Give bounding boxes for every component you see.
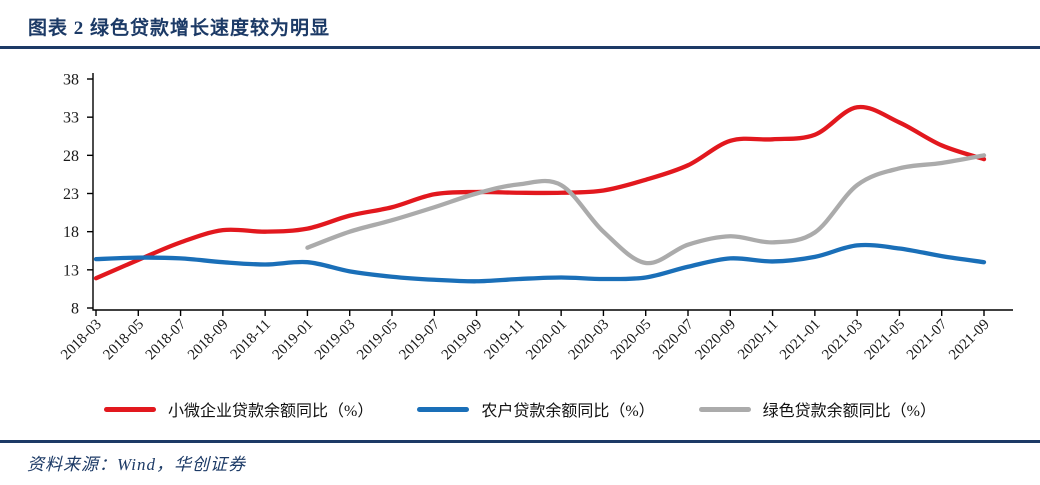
legend-label-micro-loans: 小微企业贷款余额同比（%）	[167, 403, 374, 420]
figure-title: 图表 2 绿色贷款增长速度较为明显	[28, 18, 331, 39]
y-axis-tick-label: 38	[63, 72, 79, 89]
axis-lines	[92, 73, 1013, 311]
y-axis-tick-label: 13	[63, 262, 79, 279]
y-axis-tick-label: 18	[63, 224, 79, 241]
legend-label-rural-loans: 农户贷款余额同比（%）	[481, 403, 655, 420]
micro-loans-line	[93, 104, 987, 281]
x-axis-tick-label: 2018-07	[143, 316, 190, 363]
x-axis-tick-label: 2019-09	[439, 317, 486, 364]
x-axis-tick-label: 2019-07	[396, 316, 443, 363]
x-axis-tick-label: 2020-11	[735, 317, 781, 363]
legend-item-rural-loans: 农户贷款余额同比（%）	[417, 397, 655, 421]
source-note: 资料来源：Wind，华创证券	[27, 455, 246, 474]
x-axis-tick-label: 2018-03	[58, 317, 105, 364]
x-axis-tick-label: 2019-01	[270, 317, 317, 364]
x-axis-tick-label: 2021-09	[946, 317, 993, 364]
legend-item-green-loans: 绿色贷款余额同比（%）	[698, 397, 937, 421]
chart-legend: 小微企业贷款余额同比（%） 农户贷款余额同比（%） 绿色贷款余额同比（%）	[0, 394, 1040, 424]
rural-loans-line	[93, 242, 987, 284]
legend-item-micro-loans: 小微企业贷款余额同比（%）	[103, 397, 374, 421]
x-axis-tick-label: 2018-05	[100, 317, 147, 364]
legend-swatch-green-loans	[698, 406, 751, 412]
x-axis-tick-label: 2020-07	[650, 316, 697, 363]
x-axis-tick-label: 2018-09	[185, 317, 232, 364]
footer-rule	[0, 440, 1040, 443]
title-underline	[0, 46, 1040, 49]
x-axis-tick-label: 2019-05	[354, 317, 401, 364]
green-loans-line	[305, 153, 987, 266]
y-axis-tick-label: 23	[63, 186, 79, 203]
x-axis-tick-label: 2018-11	[228, 317, 274, 363]
legend-swatch-rural-loans	[417, 406, 470, 412]
x-axis-tick-label: 2020-01	[523, 317, 570, 364]
legend-label-green-loans: 绿色贷款余额同比（%）	[762, 403, 937, 420]
x-axis-tick-label: 2021-01	[777, 317, 824, 364]
x-axis-tick-label: 2021-05	[862, 317, 909, 364]
legend-swatch-micro-loans	[103, 406, 156, 412]
y-axis-tick-label: 28	[63, 148, 79, 165]
x-axis-tick-label: 2021-03	[819, 317, 866, 364]
x-axis-tick-label: 2019-11	[481, 317, 527, 363]
y-axis-tick-label: 8	[71, 301, 79, 318]
x-axis-tick-label: 2020-03	[566, 317, 613, 364]
x-axis-tick-label: 2021-07	[904, 316, 951, 363]
x-axis-tick-label: 2020-09	[692, 317, 739, 364]
x-axis-tick-label: 2019-03	[312, 317, 359, 364]
chart-svg: 8 13 18 23 28 33 38 2018-032018-052018-072018-0…	[58, 72, 1013, 364]
x-axis-tick-label: 2020-05	[608, 317, 655, 364]
y-axis-tick-label: 33	[63, 110, 79, 127]
